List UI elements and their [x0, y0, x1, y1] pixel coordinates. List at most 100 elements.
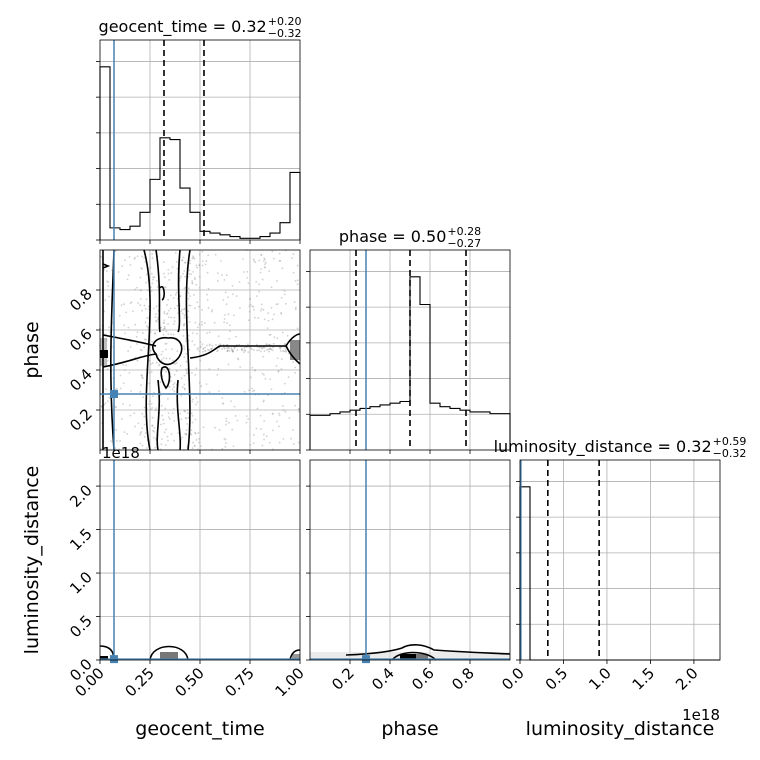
sample-point [279, 350, 282, 352]
sample-point [137, 302, 139, 304]
sample-point [160, 353, 163, 356]
sample-point [144, 261, 147, 263]
sample-point [198, 350, 201, 352]
sample-point [125, 364, 127, 367]
sample-point [164, 343, 167, 345]
sample-point [139, 348, 142, 351]
panel-title-text: geocent_time = 0.32 [99, 17, 267, 37]
sample-point [180, 394, 183, 397]
sample-point [279, 346, 282, 349]
sample-point [186, 409, 189, 411]
sample-point [297, 410, 300, 413]
sample-point [224, 423, 227, 426]
sample-point [237, 358, 240, 361]
sample-point [187, 310, 190, 313]
contour-line [177, 249, 181, 333]
sample-point [187, 334, 190, 337]
sample-point [189, 259, 191, 262]
sample-point [169, 294, 172, 297]
sample-point [199, 346, 202, 349]
sample-point [187, 292, 190, 295]
offset-text-x: 1e18 [682, 706, 720, 724]
sample-point [232, 314, 235, 317]
sample-point [191, 281, 194, 284]
sample-point [254, 369, 256, 371]
sample-point [153, 430, 155, 433]
sample-point [231, 428, 234, 431]
sample-point [268, 334, 271, 336]
sample-point [284, 410, 287, 413]
sample-point [284, 348, 287, 351]
sample-point [297, 408, 300, 410]
sample-point [116, 439, 118, 442]
sample-point [152, 276, 154, 279]
sample-point [167, 309, 170, 312]
density-cell [292, 654, 300, 660]
sample-point [225, 420, 228, 423]
sample-point [165, 370, 168, 373]
sample-point [224, 314, 226, 316]
sample-point [199, 359, 202, 362]
tick-label-x: 1.0 [585, 664, 615, 694]
sample-point [181, 436, 183, 439]
sample-point [256, 407, 259, 410]
sample-point [233, 347, 235, 350]
sample-point [271, 250, 274, 253]
sample-point [204, 349, 207, 352]
sample-point [210, 310, 213, 313]
sample-point [263, 346, 266, 349]
sample-point [149, 349, 152, 352]
sample-point [145, 338, 148, 341]
sample-point [183, 383, 186, 386]
sample-point [194, 432, 197, 435]
sample-point [252, 258, 255, 261]
sample-point [284, 302, 287, 305]
sample-point [162, 333, 165, 336]
sample-point [195, 439, 198, 441]
sample-point [191, 257, 194, 260]
sample-point [164, 407, 167, 410]
sample-point [141, 444, 144, 447]
sample-point [204, 350, 207, 352]
sample-point [107, 281, 110, 283]
frames-layer [96, 39, 721, 664]
sample-point [208, 349, 211, 352]
sample-point [270, 286, 273, 289]
sample-point [263, 318, 266, 321]
sample-point [185, 370, 188, 372]
sample-point [249, 298, 252, 300]
sample-point [157, 318, 159, 321]
sample-point [189, 295, 191, 298]
sample-point [168, 418, 171, 420]
sample-point [144, 307, 147, 310]
sample-point [110, 440, 112, 443]
sample-point [294, 366, 297, 369]
sample-point [222, 299, 225, 302]
sample-point [265, 261, 267, 264]
sample-point [255, 343, 258, 346]
sample-point [231, 350, 234, 353]
truth-marker [362, 655, 370, 664]
sample-point [213, 321, 216, 324]
sample-point [123, 324, 126, 327]
sample-point [134, 323, 137, 326]
sample-point [175, 291, 178, 294]
sample-point [140, 289, 142, 291]
sample-point [239, 366, 242, 369]
sample-point [151, 282, 154, 285]
sample-point [170, 333, 173, 336]
sample-point [236, 357, 239, 360]
panel-title-text: luminosity_distance = 0.32 [494, 437, 712, 457]
sample-point [263, 420, 266, 422]
density-cell [400, 654, 416, 660]
sample-point [173, 320, 176, 323]
sample-point [224, 291, 227, 294]
sample-point [174, 251, 177, 254]
sample-point [183, 348, 186, 350]
sample-point [262, 433, 265, 436]
sample-point [257, 317, 260, 319]
sample-point [272, 413, 274, 415]
density-cell [160, 652, 178, 660]
sample-point [252, 434, 255, 436]
sample-point [183, 308, 185, 311]
